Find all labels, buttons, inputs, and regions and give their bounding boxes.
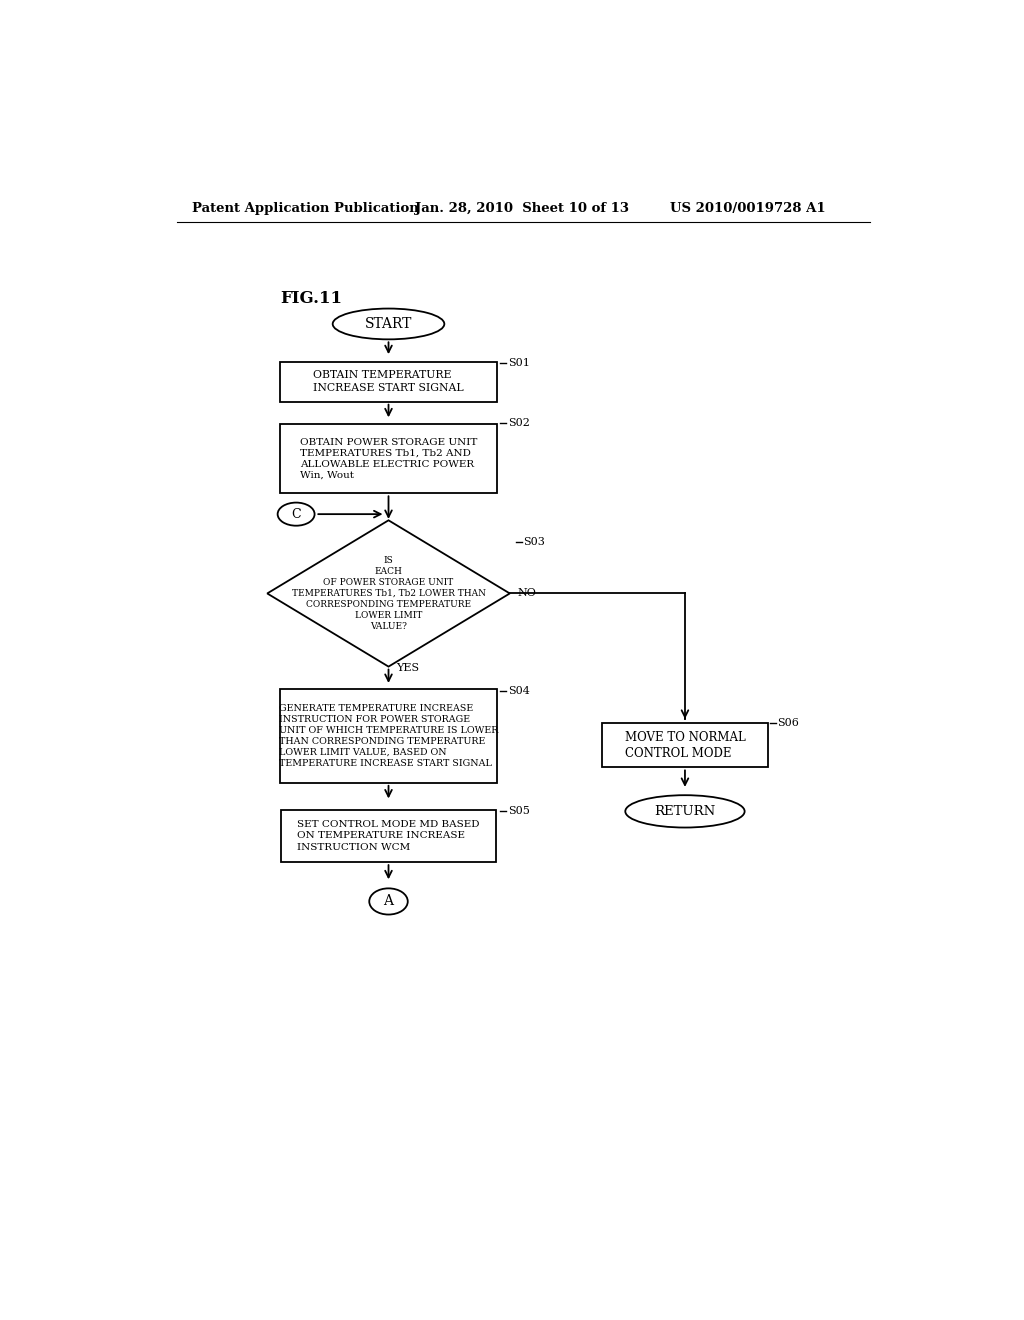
Text: OBTAIN TEMPERATURE
INCREASE START SIGNAL: OBTAIN TEMPERATURE INCREASE START SIGNAL (313, 371, 464, 393)
FancyBboxPatch shape (280, 689, 497, 783)
Polygon shape (267, 520, 510, 667)
Text: FIG.11: FIG.11 (281, 290, 343, 308)
Text: S04: S04 (508, 686, 529, 696)
Text: IS
EACH
OF POWER STORAGE UNIT
TEMPERATURES Tb1, Tb2 LOWER THAN
CORRESPONDING TEM: IS EACH OF POWER STORAGE UNIT TEMPERATUR… (292, 556, 485, 631)
Text: US 2010/0019728 A1: US 2010/0019728 A1 (670, 202, 825, 215)
Text: SET CONTROL MODE MD BASED
ON TEMPERATURE INCREASE
INSTRUCTION WCM: SET CONTROL MODE MD BASED ON TEMPERATURE… (297, 821, 480, 851)
Text: MOVE TO NORMAL
CONTROL MODE: MOVE TO NORMAL CONTROL MODE (625, 731, 745, 759)
Text: C: C (291, 508, 301, 520)
Text: START: START (365, 317, 413, 331)
FancyBboxPatch shape (602, 723, 768, 767)
FancyBboxPatch shape (281, 810, 497, 862)
Text: Patent Application Publication: Patent Application Publication (193, 202, 419, 215)
Text: Jan. 28, 2010  Sheet 10 of 13: Jan. 28, 2010 Sheet 10 of 13 (416, 202, 630, 215)
Text: S02: S02 (508, 418, 529, 428)
Ellipse shape (278, 503, 314, 525)
Text: S01: S01 (508, 358, 529, 368)
Ellipse shape (333, 309, 444, 339)
Text: A: A (384, 895, 393, 908)
Text: GENERATE TEMPERATURE INCREASE
INSTRUCTION FOR POWER STORAGE
UNIT OF WHICH TEMPER: GENERATE TEMPERATURE INCREASE INSTRUCTIO… (279, 704, 499, 768)
Text: S06: S06 (777, 718, 800, 727)
Text: YES: YES (396, 663, 420, 673)
Text: S05: S05 (508, 807, 529, 816)
Text: RETURN: RETURN (654, 805, 716, 818)
Text: NO: NO (517, 589, 536, 598)
Text: S03: S03 (523, 537, 545, 546)
FancyBboxPatch shape (280, 424, 497, 494)
FancyBboxPatch shape (280, 362, 497, 401)
Ellipse shape (626, 795, 744, 828)
Ellipse shape (370, 888, 408, 915)
Text: OBTAIN POWER STORAGE UNIT
TEMPERATURES Tb1, Tb2 AND
ALLOWABLE ELECTRIC POWER
Win: OBTAIN POWER STORAGE UNIT TEMPERATURES T… (300, 437, 477, 480)
